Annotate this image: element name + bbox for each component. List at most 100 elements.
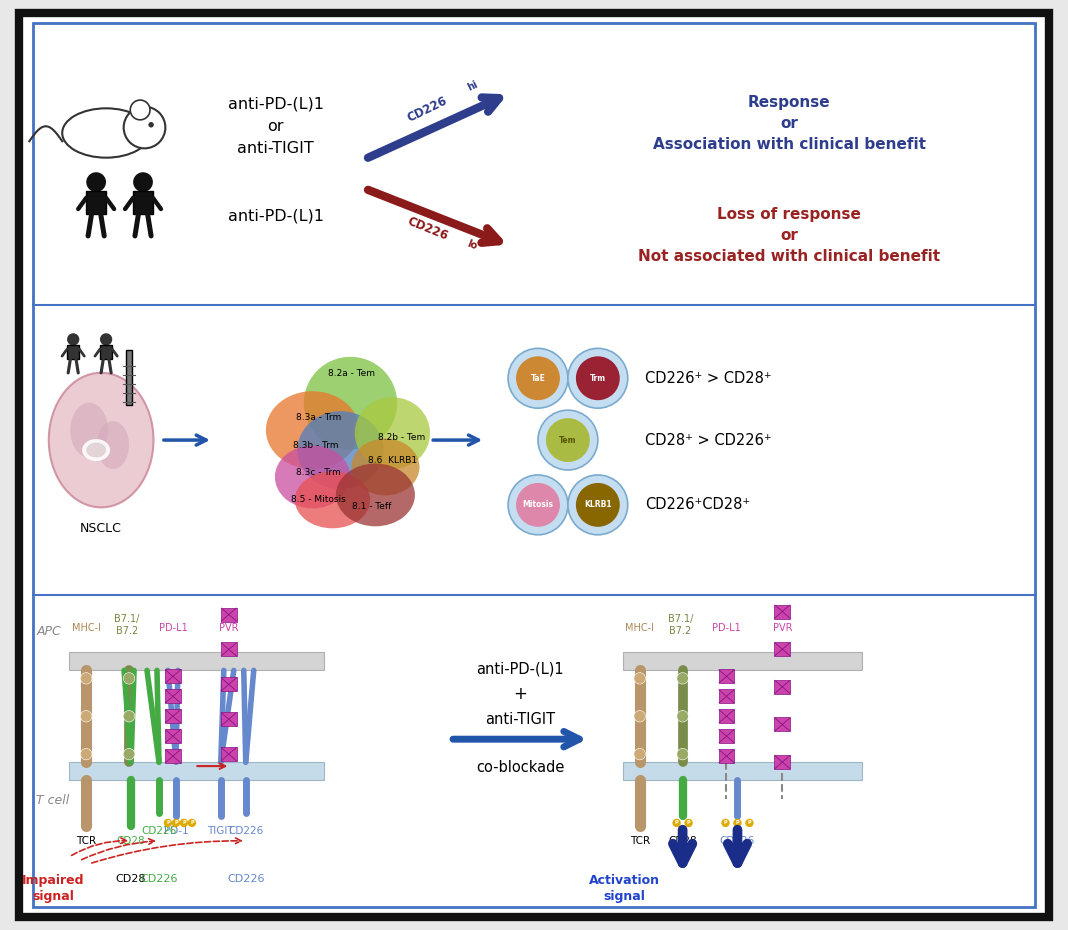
Text: TCR: TCR (630, 836, 649, 846)
Text: PD-L1: PD-L1 (712, 623, 741, 633)
FancyBboxPatch shape (164, 750, 180, 764)
Text: P: P (736, 820, 739, 826)
FancyBboxPatch shape (221, 677, 237, 691)
Circle shape (745, 818, 754, 827)
Text: anti-PD-(L)1
or
anti-TIGIT: anti-PD-(L)1 or anti-TIGIT (227, 97, 324, 155)
FancyBboxPatch shape (221, 607, 237, 621)
Text: CD28: CD28 (115, 874, 146, 883)
Text: CD226: CD226 (405, 215, 450, 243)
Circle shape (677, 672, 689, 684)
Text: lo: lo (466, 239, 478, 252)
Circle shape (123, 672, 135, 684)
Text: 8.2b - Tem: 8.2b - Tem (378, 432, 426, 442)
Circle shape (576, 356, 619, 400)
FancyBboxPatch shape (623, 653, 862, 671)
Circle shape (677, 711, 689, 723)
FancyBboxPatch shape (126, 351, 132, 405)
Circle shape (568, 475, 628, 535)
FancyBboxPatch shape (19, 13, 1049, 917)
FancyBboxPatch shape (719, 670, 735, 684)
Text: hi: hi (466, 80, 480, 93)
Circle shape (546, 418, 590, 462)
Text: Loss of response
or
Not associated with clinical benefit: Loss of response or Not associated with … (639, 207, 941, 264)
Text: anti-TIGIT: anti-TIGIT (485, 711, 555, 726)
FancyBboxPatch shape (164, 670, 180, 684)
Circle shape (734, 818, 741, 827)
Ellipse shape (274, 445, 350, 509)
Text: CD28: CD28 (669, 836, 697, 846)
Circle shape (576, 483, 619, 526)
Text: B7.1/: B7.1/ (668, 614, 693, 623)
FancyBboxPatch shape (164, 689, 180, 703)
Circle shape (568, 349, 628, 408)
Ellipse shape (97, 421, 129, 469)
Text: P: P (687, 820, 690, 826)
Ellipse shape (295, 472, 371, 528)
Text: 8.3b - Trm: 8.3b - Trm (293, 441, 339, 449)
Circle shape (130, 100, 150, 120)
Circle shape (538, 410, 598, 470)
Text: 8.6  KLRB1: 8.6 KLRB1 (368, 456, 418, 464)
FancyBboxPatch shape (67, 345, 79, 359)
Circle shape (721, 818, 729, 827)
Text: P: P (675, 820, 678, 826)
FancyBboxPatch shape (69, 762, 324, 780)
Text: MHC-I: MHC-I (625, 623, 655, 633)
Text: NSCLC: NSCLC (80, 522, 122, 535)
Text: CD226: CD226 (140, 874, 177, 883)
FancyBboxPatch shape (774, 755, 790, 769)
FancyBboxPatch shape (164, 710, 180, 724)
Circle shape (134, 172, 153, 192)
FancyBboxPatch shape (623, 762, 862, 780)
FancyBboxPatch shape (719, 689, 735, 703)
Circle shape (87, 172, 106, 192)
Circle shape (123, 748, 135, 760)
Circle shape (80, 711, 92, 723)
FancyBboxPatch shape (774, 643, 790, 657)
Text: Trm: Trm (590, 374, 606, 383)
FancyBboxPatch shape (719, 729, 735, 743)
Circle shape (677, 748, 689, 760)
Ellipse shape (49, 373, 154, 508)
Circle shape (634, 673, 645, 684)
Text: P: P (748, 820, 751, 826)
Circle shape (508, 349, 568, 408)
Circle shape (124, 711, 135, 722)
Text: B7.1/: B7.1/ (114, 614, 140, 623)
Text: PVR: PVR (219, 623, 238, 633)
Text: 8.3a - Trm: 8.3a - Trm (296, 413, 341, 421)
FancyBboxPatch shape (100, 345, 112, 359)
FancyBboxPatch shape (774, 680, 790, 694)
FancyBboxPatch shape (719, 750, 735, 764)
Text: CD226: CD226 (141, 826, 176, 836)
Text: CD226⁺CD28⁺: CD226⁺CD28⁺ (645, 498, 750, 512)
Text: anti-PD-(L)1: anti-PD-(L)1 (476, 662, 564, 677)
Circle shape (67, 333, 79, 346)
Circle shape (677, 673, 688, 684)
Circle shape (123, 711, 135, 723)
Circle shape (100, 333, 112, 346)
Text: Response
or
Association with clinical benefit: Response or Association with clinical be… (653, 95, 926, 152)
Text: Impaired
signal: Impaired signal (22, 874, 84, 903)
Circle shape (677, 711, 688, 722)
FancyBboxPatch shape (221, 712, 237, 726)
Circle shape (516, 483, 560, 526)
Circle shape (516, 356, 560, 400)
Circle shape (633, 711, 646, 723)
Circle shape (188, 818, 197, 827)
Text: CD28: CD28 (116, 836, 145, 846)
Circle shape (124, 673, 135, 684)
Ellipse shape (303, 357, 397, 449)
Circle shape (685, 818, 693, 827)
FancyBboxPatch shape (221, 747, 237, 761)
FancyBboxPatch shape (69, 653, 324, 671)
Text: 8.2a - Tem: 8.2a - Tem (329, 369, 376, 378)
Text: TIGIT: TIGIT (207, 826, 234, 836)
Text: APC: APC (36, 625, 61, 638)
Circle shape (179, 818, 188, 827)
Circle shape (124, 107, 166, 149)
Circle shape (81, 673, 92, 684)
Text: MHC-I: MHC-I (72, 623, 100, 633)
Text: 8.5 - Mitosis: 8.5 - Mitosis (290, 496, 345, 504)
Circle shape (634, 711, 645, 722)
